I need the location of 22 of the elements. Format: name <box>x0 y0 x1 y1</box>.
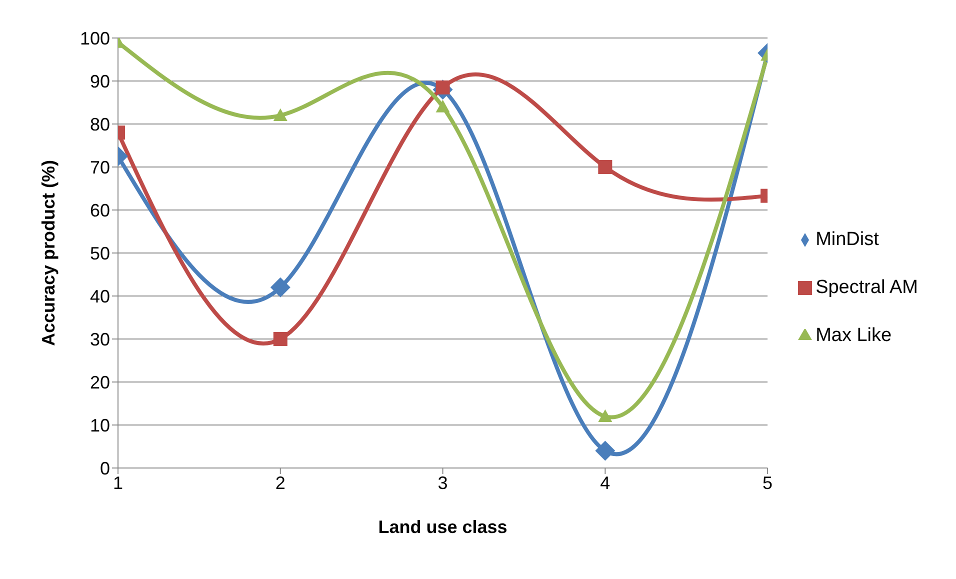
y-tick-label: 10 <box>90 415 110 436</box>
y-tick-label: 100 <box>80 28 110 48</box>
x-tick-label: 4 <box>600 472 610 493</box>
point <box>436 100 450 112</box>
y-tick-label: 80 <box>90 114 110 134</box>
y-tick-label: 50 <box>90 243 110 264</box>
x-tick-label: 3 <box>438 472 448 493</box>
y-tick-label: 20 <box>90 372 110 392</box>
legend-label: MinDist <box>816 229 879 250</box>
y-tick-label: 30 <box>90 329 110 350</box>
y-tick-label: 90 <box>90 71 110 92</box>
y-tick-label: 40 <box>90 286 110 306</box>
y-tick-label: 0 <box>100 458 110 478</box>
y-tick-label: 70 <box>90 157 110 178</box>
legend-label: Max Like <box>816 325 892 346</box>
x-tick-label: 2 <box>275 472 286 493</box>
x-axis-title: Land use class <box>378 517 508 537</box>
y-tick-label: 60 <box>90 200 110 220</box>
x-tick-label: 5 <box>762 472 773 493</box>
x-tick-label: 1 <box>112 472 124 493</box>
y-axis-title: Accuracy product (%) <box>38 160 58 346</box>
legend-label: Spectral AM <box>816 277 918 298</box>
